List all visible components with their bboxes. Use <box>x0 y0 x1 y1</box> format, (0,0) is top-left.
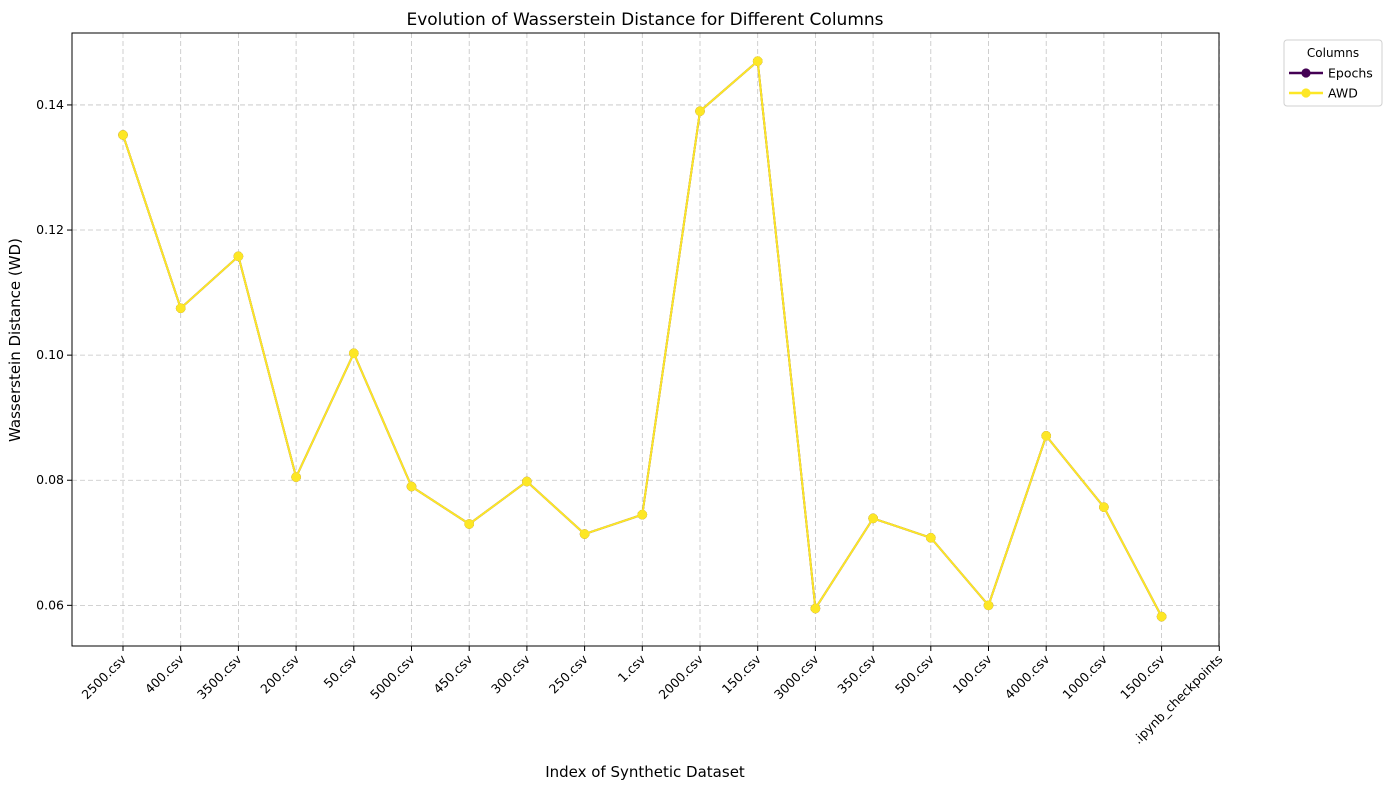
grid-layer <box>72 33 1220 646</box>
plot-frame <box>71 32 1220 647</box>
legend: Columns Epochs AWD <box>1283 39 1383 107</box>
series-layer <box>118 56 1167 622</box>
data-point-awd <box>983 600 994 611</box>
x-tick-label: 2500.csv <box>79 651 130 702</box>
data-point-awd <box>118 130 128 140</box>
data-point-awd <box>810 603 821 614</box>
y-tick-label: 0.14 <box>36 97 64 112</box>
y-tick-label: 0.10 <box>36 347 64 362</box>
y-tick-label: 0.06 <box>36 597 64 612</box>
data-point-awd <box>695 106 705 117</box>
legend-label: AWD <box>1328 86 1358 101</box>
legend-title: Columns <box>1307 46 1359 60</box>
data-point-awd <box>522 476 532 487</box>
x-tick-label: 3500.csv <box>194 651 245 702</box>
chart-title: Evolution of Wasserstein Distance for Di… <box>406 10 883 30</box>
x-tick-label: 3000.csv <box>771 651 822 702</box>
x-tick-label: 1.csv <box>615 651 649 685</box>
data-point-awd <box>175 303 186 314</box>
x-tick-label: 400.csv <box>142 651 187 696</box>
data-point-awd <box>406 481 417 492</box>
y-axis-label: Wasserstein Distance (WD) <box>6 238 24 442</box>
legend-label: Epochs <box>1328 66 1373 81</box>
y-tick-label: 0.12 <box>36 222 64 237</box>
x-tick-label: 300.csv <box>488 651 533 696</box>
data-point-awd <box>925 532 936 543</box>
data-point-awd <box>464 519 475 529</box>
legend-swatch-marker <box>1301 88 1311 98</box>
data-point-awd <box>579 529 590 539</box>
data-point-awd <box>868 513 878 524</box>
x-tick-label: 5000.csv <box>367 651 418 702</box>
x-tick-label: 500.csv <box>892 651 937 696</box>
x-tick-label: 450.csv <box>430 651 475 696</box>
data-point-awd <box>348 348 359 359</box>
x-tick-label: 200.csv <box>257 651 302 696</box>
x-tick-label: 100.csv <box>950 651 995 696</box>
data-point-awd <box>1041 430 1052 441</box>
data-point-awd <box>752 56 763 66</box>
x-tick-label: 1500.csv <box>1117 651 1168 702</box>
data-point-awd <box>291 472 301 482</box>
x-tick-label: 250.csv <box>546 651 591 696</box>
legend-items: Epochs AWD <box>1289 66 1373 101</box>
legend-swatch-marker <box>1301 68 1311 78</box>
x-tick-label: 2000.csv <box>656 651 707 702</box>
x-tick-label: 4000.csv <box>1002 651 1053 702</box>
axis-layer: 2500.csv 400.csv 3500.csv 200.csv 50.csv 5000… <box>36 97 1225 747</box>
x-axis-label: Index of Synthetic Dataset <box>545 763 745 781</box>
data-point-awd <box>1099 502 1109 512</box>
y-tick-label: 0.08 <box>36 472 64 487</box>
x-tick-label: 150.csv <box>719 651 764 696</box>
data-point-awd <box>637 509 648 520</box>
x-tick-label: 1000.csv <box>1059 651 1110 702</box>
x-tick-label: 50.csv <box>321 651 361 691</box>
x-tick-label: 350.csv <box>834 651 879 696</box>
data-point-awd <box>1156 611 1167 622</box>
data-point-awd <box>233 251 244 262</box>
